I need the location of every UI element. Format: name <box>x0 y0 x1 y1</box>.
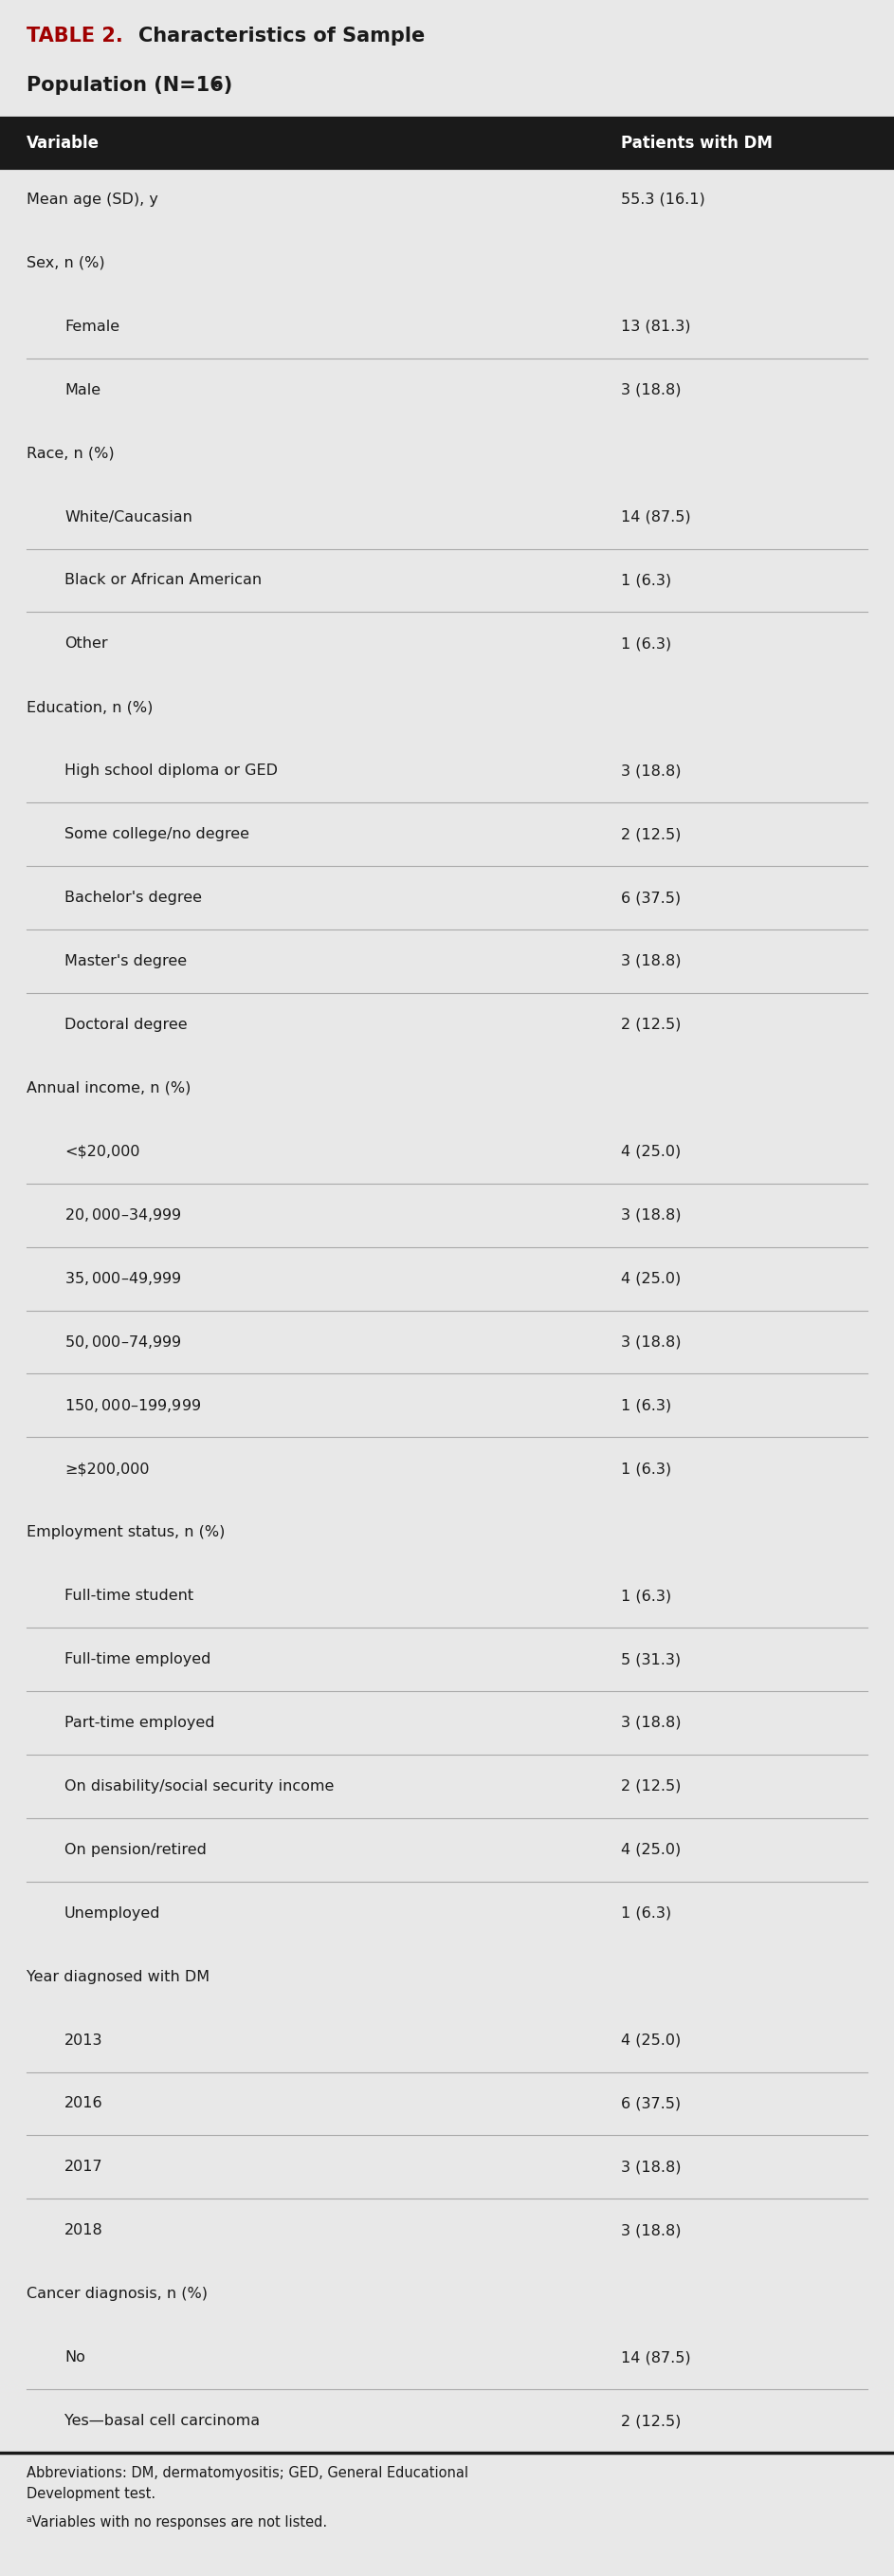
Text: 4 (25.0): 4 (25.0) <box>621 1144 681 1159</box>
Text: 1 (6.3): 1 (6.3) <box>621 636 671 652</box>
Text: On disability/social security income: On disability/social security income <box>64 1780 334 1793</box>
Text: Year diagnosed with DM: Year diagnosed with DM <box>27 1971 209 1984</box>
Text: $50,000–$74,999: $50,000–$74,999 <box>64 1334 182 1350</box>
Text: Full-time employed: Full-time employed <box>64 1651 211 1667</box>
Text: Characteristics of Sample: Characteristics of Sample <box>139 26 425 46</box>
Text: 3 (18.8): 3 (18.8) <box>621 2223 681 2239</box>
Text: Doctoral degree: Doctoral degree <box>64 1018 188 1033</box>
Text: 3 (18.8): 3 (18.8) <box>621 953 681 969</box>
Text: 2018: 2018 <box>64 2223 103 2239</box>
Bar <box>0 118 894 167</box>
Text: On pension/retired: On pension/retired <box>64 1842 207 1857</box>
Text: 1 (6.3): 1 (6.3) <box>621 1461 671 1476</box>
Text: 3 (18.8): 3 (18.8) <box>621 1716 681 1731</box>
Text: 4 (25.0): 4 (25.0) <box>621 2032 681 2048</box>
Text: 4 (25.0): 4 (25.0) <box>621 1273 681 1285</box>
Text: 2017: 2017 <box>64 2161 103 2174</box>
Text: Male: Male <box>64 384 101 397</box>
Text: 55.3 (16.1): 55.3 (16.1) <box>621 193 705 206</box>
Text: $20,000–$34,999: $20,000–$34,999 <box>64 1206 182 1224</box>
Text: Annual income, n (%): Annual income, n (%) <box>27 1082 191 1095</box>
Text: $35,000–$49,999: $35,000–$49,999 <box>64 1270 182 1288</box>
Text: Abbreviations: DM, dermatomyositis; GED, General Educational
Development test.: Abbreviations: DM, dermatomyositis; GED,… <box>27 2465 468 2501</box>
Text: 2016: 2016 <box>64 2097 103 2110</box>
Text: Full-time student: Full-time student <box>64 1589 193 1602</box>
Text: Population (N=16): Population (N=16) <box>27 75 232 95</box>
Text: 1 (6.3): 1 (6.3) <box>621 1589 671 1602</box>
Text: White/Caucasian: White/Caucasian <box>64 510 192 523</box>
Text: 4 (25.0): 4 (25.0) <box>621 1842 681 1857</box>
Text: 3 (18.8): 3 (18.8) <box>621 384 681 397</box>
Text: 3 (18.8): 3 (18.8) <box>621 1208 681 1221</box>
Text: Race, n (%): Race, n (%) <box>27 446 114 461</box>
Text: Bachelor's degree: Bachelor's degree <box>64 891 202 904</box>
Text: Mean age (SD), y: Mean age (SD), y <box>27 193 158 206</box>
Text: 1 (6.3): 1 (6.3) <box>621 1399 671 1412</box>
Text: 3 (18.8): 3 (18.8) <box>621 762 681 778</box>
Text: 14 (87.5): 14 (87.5) <box>621 2349 691 2365</box>
Text: $150,000–$199,999: $150,000–$199,999 <box>64 1396 201 1414</box>
Text: Part-time employed: Part-time employed <box>64 1716 215 1731</box>
Text: ᵃVariables with no responses are not listed.: ᵃVariables with no responses are not lis… <box>27 2514 327 2530</box>
Text: Patients with DM: Patients with DM <box>621 134 772 152</box>
Text: 1 (6.3): 1 (6.3) <box>621 1906 671 1919</box>
Text: 2 (12.5): 2 (12.5) <box>621 2414 681 2429</box>
Text: 6 (37.5): 6 (37.5) <box>621 891 681 904</box>
Text: Female: Female <box>64 319 120 335</box>
Text: No: No <box>64 2349 85 2365</box>
Text: Education, n (%): Education, n (%) <box>27 701 153 714</box>
Text: 1 (6.3): 1 (6.3) <box>621 574 671 587</box>
Text: Sex, n (%): Sex, n (%) <box>27 255 105 270</box>
Text: Yes—basal cell carcinoma: Yes—basal cell carcinoma <box>64 2414 260 2429</box>
Text: Employment status, n (%): Employment status, n (%) <box>27 1525 225 1540</box>
Text: 3 (18.8): 3 (18.8) <box>621 2161 681 2174</box>
Text: 6 (37.5): 6 (37.5) <box>621 2097 681 2110</box>
Text: 14 (87.5): 14 (87.5) <box>621 510 691 523</box>
Text: Variable: Variable <box>27 134 99 152</box>
Text: Cancer diagnosis, n (%): Cancer diagnosis, n (%) <box>27 2287 207 2300</box>
Text: 13 (81.3): 13 (81.3) <box>621 319 691 335</box>
Text: Some college/no degree: Some college/no degree <box>64 827 249 842</box>
Text: 3 (18.8): 3 (18.8) <box>621 1334 681 1350</box>
Text: 2 (12.5): 2 (12.5) <box>621 1780 681 1793</box>
Text: TABLE 2.: TABLE 2. <box>27 26 123 46</box>
Text: <$20,000: <$20,000 <box>64 1144 139 1159</box>
Text: 2013: 2013 <box>64 2032 103 2048</box>
Text: a: a <box>215 77 223 90</box>
Text: ≥$200,000: ≥$200,000 <box>64 1461 149 1476</box>
Text: Unemployed: Unemployed <box>64 1906 161 1919</box>
Text: Black or African American: Black or African American <box>64 574 262 587</box>
Text: 2 (12.5): 2 (12.5) <box>621 827 681 842</box>
Text: 2 (12.5): 2 (12.5) <box>621 1018 681 1033</box>
Text: High school diploma or GED: High school diploma or GED <box>64 762 278 778</box>
Text: Master's degree: Master's degree <box>64 953 187 969</box>
Text: Other: Other <box>64 636 107 652</box>
Text: 5 (31.3): 5 (31.3) <box>621 1651 681 1667</box>
